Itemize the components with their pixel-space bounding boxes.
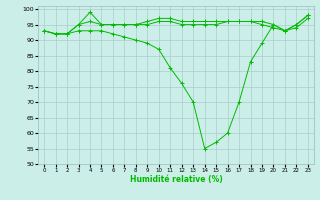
X-axis label: Humidité relative (%): Humidité relative (%)	[130, 175, 222, 184]
